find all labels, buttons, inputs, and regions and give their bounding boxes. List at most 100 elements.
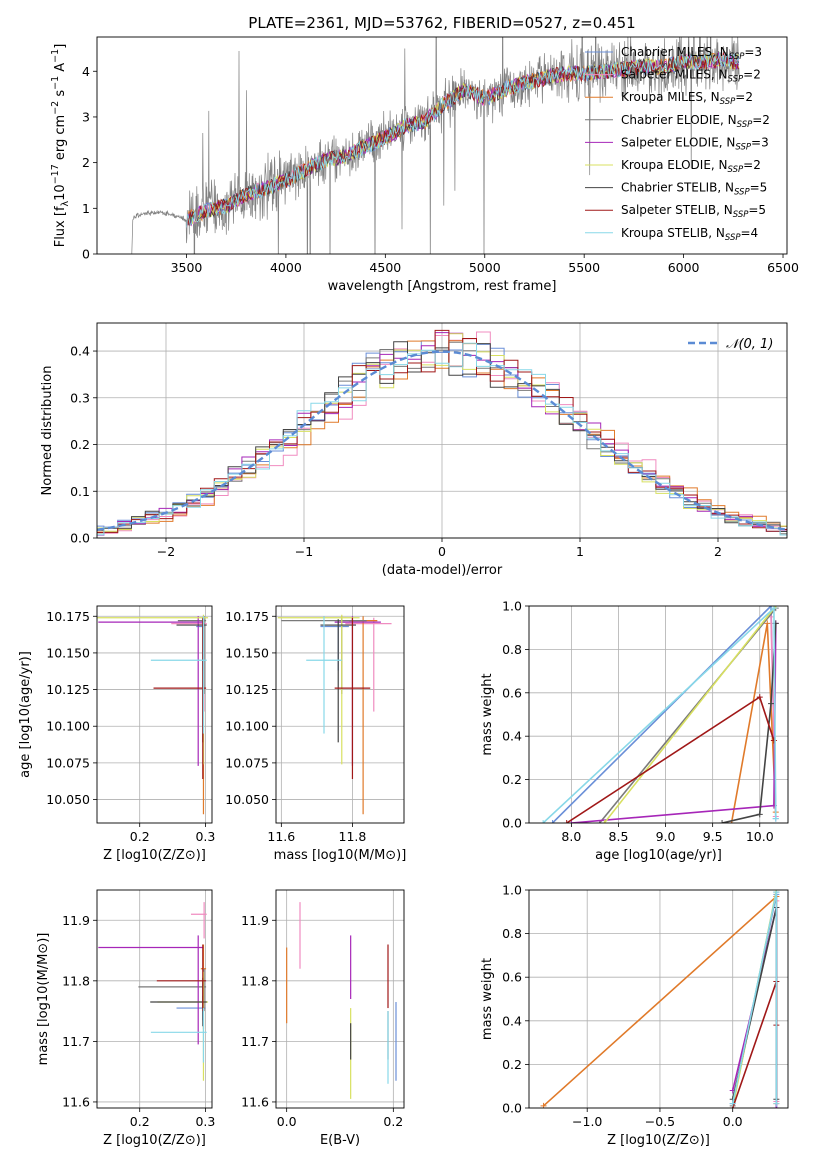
y-tick-label: 0.0 [502, 1101, 522, 1116]
y-tick-label: 0.4 [502, 1013, 522, 1028]
y-tick-label: 10.075 [225, 755, 269, 770]
legend-label: Chabrier MILES, NSSP=3 [621, 45, 762, 62]
plot-area [97, 329, 787, 536]
y-tick-label: 10.125 [225, 682, 269, 697]
panel-age-vs-mass: 11.6 11.8 10.050 10.075 10.100 10.125 10.150 10… [225, 605, 407, 863]
weight-line-kroupa-stelib [542, 606, 777, 823]
y-tick-label: 1 [82, 201, 90, 216]
x-axis-label: Z [log10(Z/Z⊙)] [103, 848, 206, 863]
axes-frame [528, 889, 789, 1109]
y-tick-label: 2 [82, 155, 90, 170]
y-axis-label: Flux [fλ10−17 erg cm−2 s−1 A−1] [50, 44, 71, 248]
weight-marker [756, 811, 763, 818]
model-fit-salpeter-stelib [186, 52, 740, 228]
y-tick-label: 11.8 [241, 973, 269, 988]
x-tick-label: 5500 [568, 260, 600, 275]
panel-mass-vs-Z: 0.2 0.3 11.6 11.7 11.8 11.9 Z [log10(Z/Z⊙)] mas… [36, 889, 215, 1148]
x-tick-label: 2 [714, 544, 722, 559]
x-tick-label: −1 [295, 544, 313, 559]
x-tick-label: 3500 [171, 260, 203, 275]
x-tick-label: 9.0 [656, 829, 676, 844]
y-tick-label: 0.1 [70, 484, 90, 499]
weight-line-kroupa-elodie [603, 606, 777, 823]
x-tick-label: 1 [576, 544, 584, 559]
x-tick-label: 11.6 [267, 829, 295, 844]
x-tick-label: −2 [157, 544, 175, 559]
y-axis-label: age [log10(age/yr)] [18, 651, 33, 778]
x-tick-label: 6500 [767, 260, 799, 275]
y-tick-label: 10.150 [225, 645, 269, 660]
x-tick-label: 0.3 [195, 1114, 215, 1129]
axes-frame [96, 889, 213, 1109]
x-tick-label: −0.5 [645, 1114, 675, 1129]
x-axis-label: mass [log10(M/M⊙)] [274, 848, 407, 863]
y-tick-label: 10.175 [46, 609, 90, 624]
weight-marker [540, 820, 547, 823]
x-axis-label: E(B-V) [320, 1133, 360, 1148]
y-tick-label: 0.2 [502, 1057, 522, 1072]
weight-line-chabrier-stelib [721, 623, 777, 823]
legend-label: Salpeter STELIB, NSSP=5 [621, 203, 766, 220]
model-fit-kroupa-stelib [186, 52, 740, 228]
axes-frame [96, 36, 788, 255]
weight-marker [756, 694, 763, 701]
y-tick-label: 0.2 [502, 772, 522, 787]
y-tick-label: 0.3 [70, 390, 90, 405]
weight-marker [601, 820, 608, 823]
x-tick-label: 4000 [270, 260, 302, 275]
x-axis-label: age [log10(age/yr)] [595, 848, 722, 863]
legend-label: Kroupa ELODIE, NSSP=2 [621, 158, 761, 175]
y-tick-label: 11.9 [241, 913, 269, 928]
weight-marker [719, 820, 726, 823]
x-tick-label: 6000 [668, 260, 700, 275]
y-tick-label: 0.8 [502, 926, 522, 941]
weight-marker [773, 1100, 780, 1107]
x-tick-label: 5000 [469, 260, 501, 275]
model-fit-kroupa-elodie [186, 53, 740, 228]
weight-marker [563, 820, 570, 823]
y-tick-label: 0.8 [502, 642, 522, 657]
y-axis-label: mass weight [480, 958, 495, 1040]
plot-area [98, 902, 209, 1081]
x-axis-label: Z [log10(Z/Z⊙)] [103, 1133, 206, 1148]
plot-area [540, 890, 780, 1108]
weight-marker [764, 620, 771, 627]
panel-spectrum: 3500 4000 4500 5000 5500 6000 6500 0 1 2 3 4 wavelen… [50, 36, 799, 294]
x-tick-label: 0.0 [723, 1114, 743, 1129]
y-tick-label: 10.125 [46, 682, 90, 697]
y-tick-label: 0.0 [70, 531, 90, 546]
x-tick-label: 9.5 [703, 829, 723, 844]
x-tick-label: −1.0 [572, 1114, 602, 1129]
x-tick-label: 0.2 [130, 829, 150, 844]
plot-area [286, 902, 397, 1099]
x-axis-label: (data-model)/error [382, 563, 503, 578]
plot-area [97, 614, 209, 815]
x-tick-label: 0.0 [277, 1114, 297, 1129]
x-axis-label: Z [log10(Z/Z⊙)] [607, 1133, 710, 1148]
y-tick-label: 1.0 [502, 599, 522, 614]
weight-marker [768, 700, 775, 707]
y-tick-label: 0.4 [502, 729, 522, 744]
weight-marker [772, 815, 779, 822]
x-tick-label: 0.3 [195, 829, 215, 844]
y-tick-label: 10.050 [46, 792, 90, 807]
panel-mass-vs-EBV: 0.0 0.2 11.6 11.7 11.8 11.9 E(B-V) [241, 889, 405, 1148]
y-tick-label: 10.100 [225, 719, 269, 734]
y-tick-label: 10.075 [46, 755, 90, 770]
y-tick-label: 10.100 [46, 719, 90, 734]
y-tick-label: 0.2 [70, 437, 90, 452]
x-tick-label: 4500 [369, 260, 401, 275]
plot-area [277, 614, 392, 815]
y-tick-label: 3 [82, 109, 90, 124]
normal-curve [97, 350, 787, 531]
legend-label: Chabrier STELIB, NSSP=5 [621, 181, 767, 198]
weight-marker [568, 820, 575, 823]
y-axis-label: mass [log10(M/M⊙)] [36, 933, 51, 1066]
histogram-salpeter-stelib [97, 329, 787, 533]
y-tick-label: 10.175 [225, 609, 269, 624]
y-tick-label: 0.0 [502, 816, 522, 831]
axes-frame [96, 322, 788, 539]
y-tick-label: 11.9 [62, 913, 90, 928]
y-tick-label: 0 [82, 247, 90, 262]
